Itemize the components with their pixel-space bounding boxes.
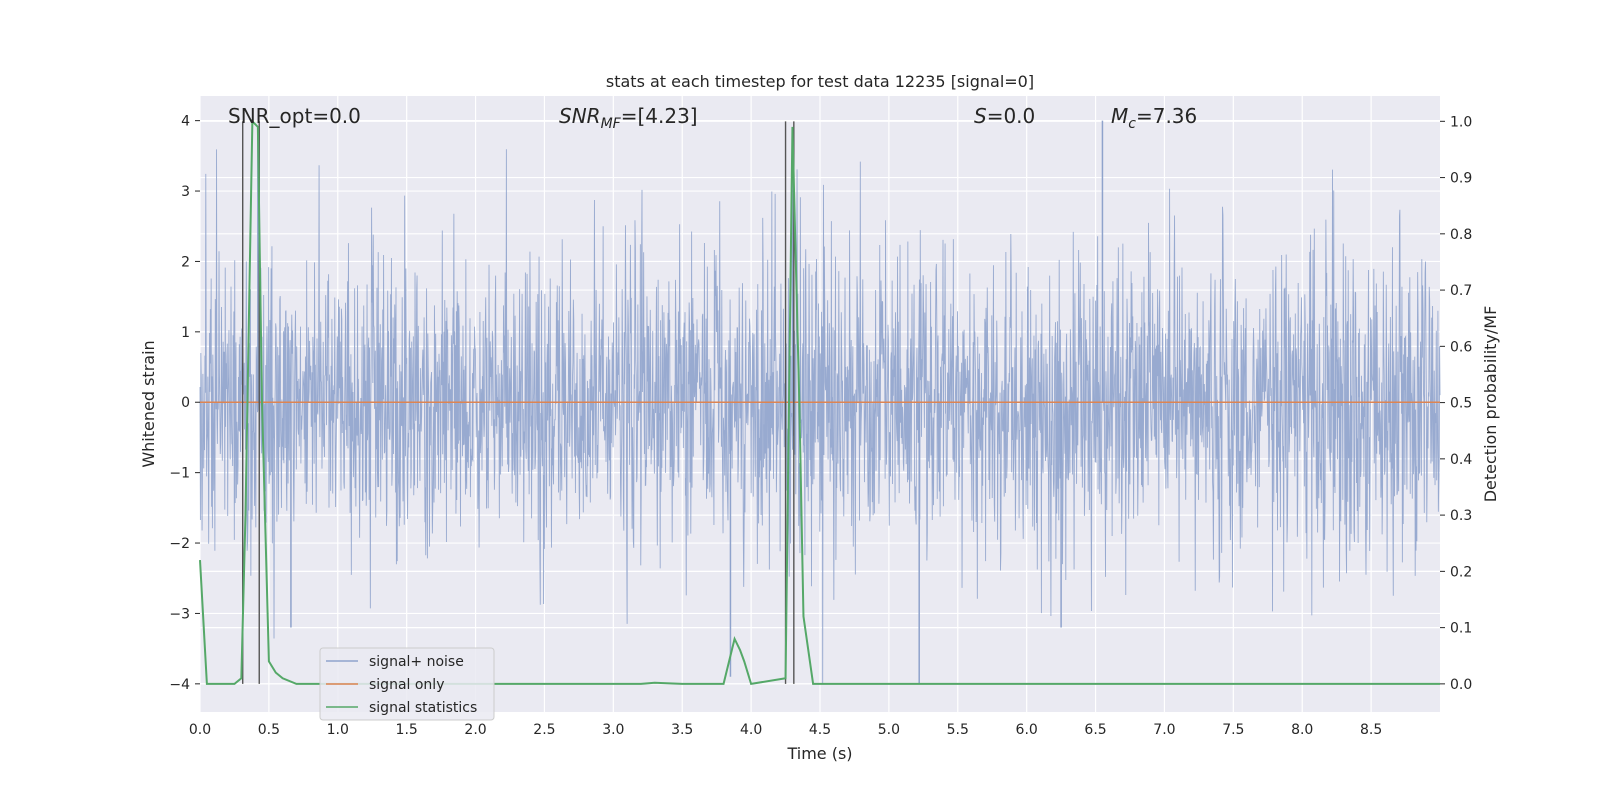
annotation-s-symbol: S — [974, 104, 987, 128]
y-tick-label: 1 — [181, 325, 190, 341]
x-tick-label: 7.5 — [1222, 722, 1244, 738]
noise-series — [199, 120, 1441, 684]
annotation-s-value: =0.0 — [987, 104, 1036, 128]
annotation-s: S=0.0 — [974, 104, 1035, 128]
y2-tick-label: 0.8 — [1450, 227, 1472, 243]
annotation-snr-mf-value: =[4.23] — [621, 104, 698, 128]
annotation-snr-mf-main: SNR — [559, 104, 601, 128]
y2-tick-label: 0.9 — [1450, 171, 1472, 187]
x-tick-label: 6.5 — [1084, 722, 1106, 738]
x-tick-label: 6.0 — [1016, 722, 1038, 738]
legend-label-noise: signal+ noise — [369, 654, 464, 670]
y-tick-label: −4 — [169, 677, 190, 693]
x-tick-label: 3.5 — [671, 722, 693, 738]
x-axis-label: Time (s) — [786, 744, 852, 763]
y2-tick-label: 0.4 — [1450, 452, 1472, 468]
y2-tick-label: 0.6 — [1450, 339, 1472, 355]
noise-trace — [199, 149, 1441, 684]
x-tick-label: 5.5 — [947, 722, 969, 738]
annotation-snr-mf: SNRMF=[4.23] — [559, 104, 698, 132]
x-tick-label: 1.0 — [327, 722, 349, 738]
x-tick-label: 4.5 — [809, 722, 831, 738]
y2-tick-label: 0.0 — [1450, 677, 1472, 693]
x-tick-label: 8.5 — [1360, 722, 1382, 738]
y-tick-label: 0 — [181, 395, 190, 411]
y2-tick-label: 1.0 — [1450, 114, 1472, 130]
x-tick-label: 1.5 — [396, 722, 418, 738]
annotation-mc-symbol: M — [1111, 104, 1128, 128]
y-ticks: −4 −3 −2 −1 0 1 2 3 4 — [169, 114, 200, 693]
legend: signal+ noise signal only signal statist… — [319, 647, 495, 721]
y2-axis-label: Detection probability/MF — [1481, 306, 1500, 503]
x-tick-label: 3.0 — [602, 722, 624, 738]
x-tick-label: 2.5 — [533, 722, 555, 738]
y2-tick-label: 0.3 — [1450, 508, 1472, 524]
x-ticks: 0.0 0.5 1.0 1.5 2.0 2.5 3.0 3.5 4.0 4.5 5.0 5.5 6.0 6… — [189, 722, 1382, 738]
x-tick-label: 0.0 — [189, 722, 211, 738]
x-tick-label: 5.0 — [878, 722, 900, 738]
y2-tick-label: 0.7 — [1450, 283, 1472, 299]
x-tick-label: 2.0 — [464, 722, 486, 738]
x-tick-label: 0.5 — [258, 722, 280, 738]
y-axis-label: Whitened strain — [139, 340, 158, 467]
y-tick-label: −3 — [169, 606, 190, 622]
annotation-snr-opt: SNR_opt=0.0 — [228, 104, 361, 128]
annotation-mc-sub: c — [1128, 116, 1136, 132]
chart-title: stats at each timestep for test data 122… — [606, 72, 1034, 91]
y-tick-label: 2 — [181, 254, 190, 270]
annotation-mc: Mc=7.36 — [1111, 104, 1197, 132]
x-tick-label: 8.0 — [1291, 722, 1313, 738]
y2-tick-label: 0.1 — [1450, 621, 1472, 637]
y2-tick-label: 0.5 — [1450, 396, 1472, 412]
signal-statistics-line — [199, 118, 1440, 685]
annotation-snr-mf-sub: MF — [601, 116, 622, 132]
annotation-mc-value: =7.36 — [1136, 104, 1197, 128]
x-tick-label: 7.0 — [1153, 722, 1175, 738]
y-tick-label: −2 — [169, 536, 190, 552]
y-tick-label: 3 — [181, 184, 190, 200]
legend-label-signal: signal only — [369, 677, 444, 693]
legend-label-stats: signal statistics — [369, 700, 477, 716]
y-tick-label: −1 — [169, 466, 190, 482]
legend-box — [319, 647, 495, 721]
y2-tick-label: 0.2 — [1450, 564, 1472, 580]
y2-ticks: 0.0 0.1 0.2 0.3 0.4 0.5 0.6 0.7 0.8 0.9 1.0 — [1440, 114, 1472, 693]
x-tick-label: 4.0 — [740, 722, 762, 738]
stats-series — [199, 118, 1440, 685]
y-tick-label: 4 — [181, 114, 190, 130]
